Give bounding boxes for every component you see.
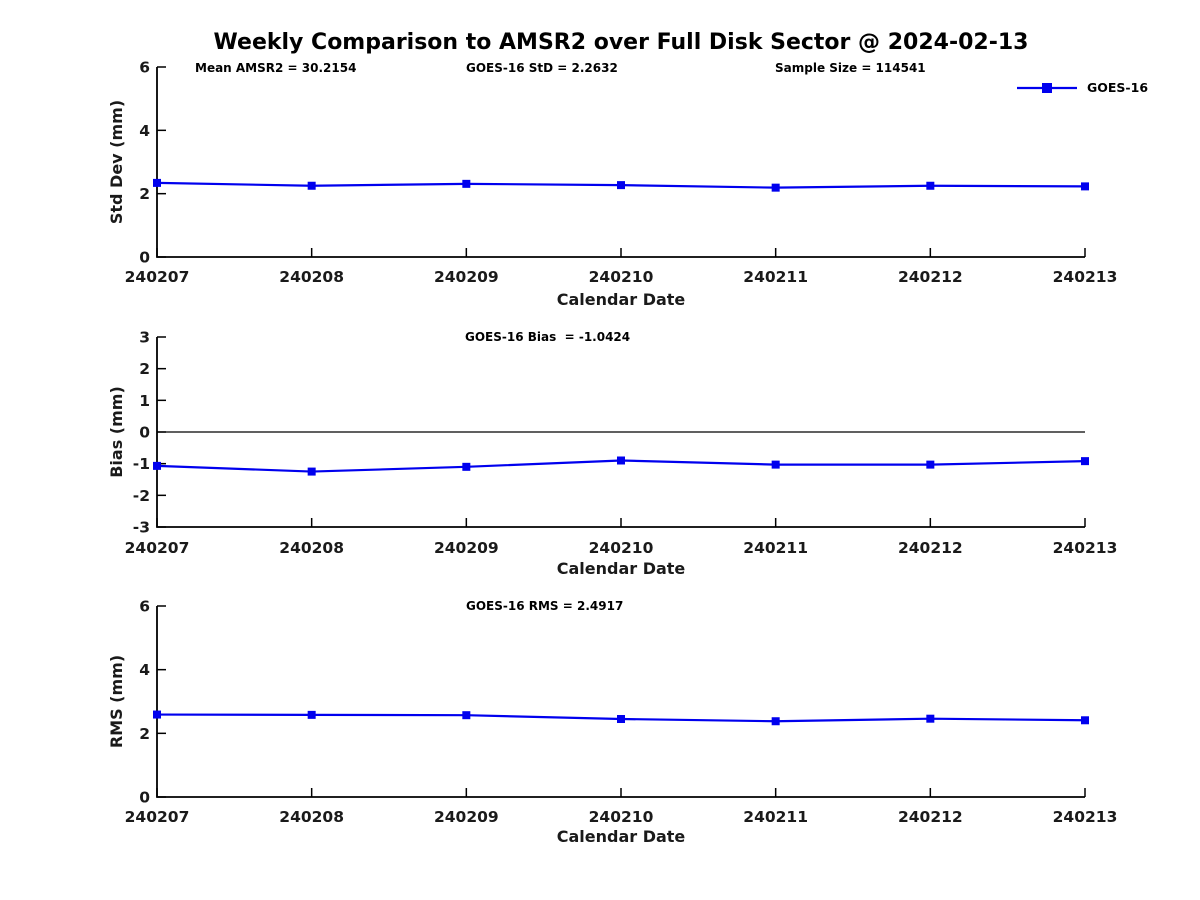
data-point-marker <box>462 179 471 188</box>
data-point-marker <box>462 462 471 471</box>
data-point-marker <box>771 460 780 469</box>
data-point-marker <box>1081 457 1089 466</box>
x-tick-label: 240208 <box>279 808 344 826</box>
data-point-marker <box>617 181 625 190</box>
x-tick-label: 240209 <box>434 268 499 286</box>
x-tick-label: 240211 <box>743 268 808 286</box>
y-tick-label: -2 <box>133 487 150 505</box>
y-tick-label: 6 <box>139 59 150 77</box>
data-point-marker <box>462 711 471 720</box>
data-point-marker <box>153 710 161 719</box>
y-tick-label: 6 <box>139 598 150 616</box>
y-tick-label: 1 <box>139 392 150 410</box>
x-tick-label: 240207 <box>125 808 190 826</box>
x-tick-label: 240209 <box>434 808 499 826</box>
subplot-std-dev: 0 2 4 6 240207 240208 240209 240210 240211 240212… <box>107 59 1117 310</box>
data-point-marker <box>617 715 625 724</box>
stat-annotation: Sample Size = 114541 <box>775 61 926 75</box>
x-tick-label: 240211 <box>743 539 808 557</box>
legend: GOES-16 <box>1015 80 1148 95</box>
x-tick-label: 240208 <box>279 268 344 286</box>
data-point-marker <box>926 181 935 190</box>
stat-annotation: GOES-16 RMS = 2.4917 <box>466 599 623 613</box>
x-axis-label: Calendar Date <box>557 290 686 309</box>
y-tick-label: 0 <box>139 424 150 442</box>
y-tick-label: 2 <box>139 725 150 743</box>
x-tick-label: 240213 <box>1053 268 1118 286</box>
data-point-marker <box>153 178 161 187</box>
y-tick-label: 0 <box>139 789 150 807</box>
data-point-marker <box>771 183 780 192</box>
data-point-marker <box>307 181 316 190</box>
y-tick-label: 2 <box>139 360 150 378</box>
x-tick-label: 240213 <box>1053 539 1118 557</box>
y-axis-label: Bias (mm) <box>107 386 126 478</box>
x-tick-label: 240209 <box>434 539 499 557</box>
subplot-bias: -3 -2 -1 0 1 2 3 240207 240208 240209 240210 240211… <box>107 329 1117 579</box>
data-point-marker <box>926 460 935 469</box>
x-tick-label: 240212 <box>898 539 963 557</box>
data-point-marker <box>153 461 161 470</box>
data-point-marker <box>307 710 316 719</box>
x-tick-label: 240207 <box>125 268 190 286</box>
data-point-marker <box>617 456 625 465</box>
x-tick-label: 240213 <box>1053 808 1118 826</box>
x-tick-label: 240211 <box>743 808 808 826</box>
y-tick-label: -1 <box>133 455 150 473</box>
x-tick-label: 240210 <box>589 268 654 286</box>
subplot-rms: 0 2 4 6 240207 240208 240209 240210 240211 240212… <box>107 598 1117 847</box>
data-point-marker <box>1081 716 1089 725</box>
y-axis-label: Std Dev (mm) <box>107 100 126 224</box>
stat-annotation: GOES-16 Bias = -1.0424 <box>465 330 630 344</box>
x-tick-label: 240212 <box>898 268 963 286</box>
y-tick-label: 2 <box>139 185 150 203</box>
x-axis-label: Calendar Date <box>557 559 686 578</box>
data-point-marker <box>926 714 935 723</box>
x-axis-label: Calendar Date <box>557 827 686 846</box>
data-point-marker <box>771 717 780 726</box>
x-tick-label: 240210 <box>589 808 654 826</box>
y-tick-label: 4 <box>139 122 150 140</box>
axis-spine <box>156 606 1085 798</box>
x-tick-label: 240212 <box>898 808 963 826</box>
x-tick-label: 240208 <box>279 539 344 557</box>
x-tick-label: 240210 <box>589 539 654 557</box>
y-tick-label: 3 <box>139 329 150 347</box>
x-tick-label: 240207 <box>125 539 190 557</box>
data-point-marker <box>307 467 316 476</box>
data-point-marker <box>1081 182 1089 191</box>
y-tick-label: -3 <box>133 519 150 537</box>
legend-line-marker-icon <box>1017 82 1077 93</box>
y-tick-label: 0 <box>139 249 150 267</box>
chart-title: Weekly Comparison to AMSR2 over Full Dis… <box>213 30 1029 55</box>
y-tick-label: 4 <box>139 661 150 679</box>
legend-label: GOES-16 <box>1087 80 1149 95</box>
stat-annotation: Mean AMSR2 = 30.2154 <box>195 61 356 75</box>
stat-annotation: GOES-16 StD = 2.2632 <box>466 61 618 75</box>
y-axis-label: RMS (mm) <box>107 655 126 748</box>
axis-spine <box>156 67 1085 258</box>
